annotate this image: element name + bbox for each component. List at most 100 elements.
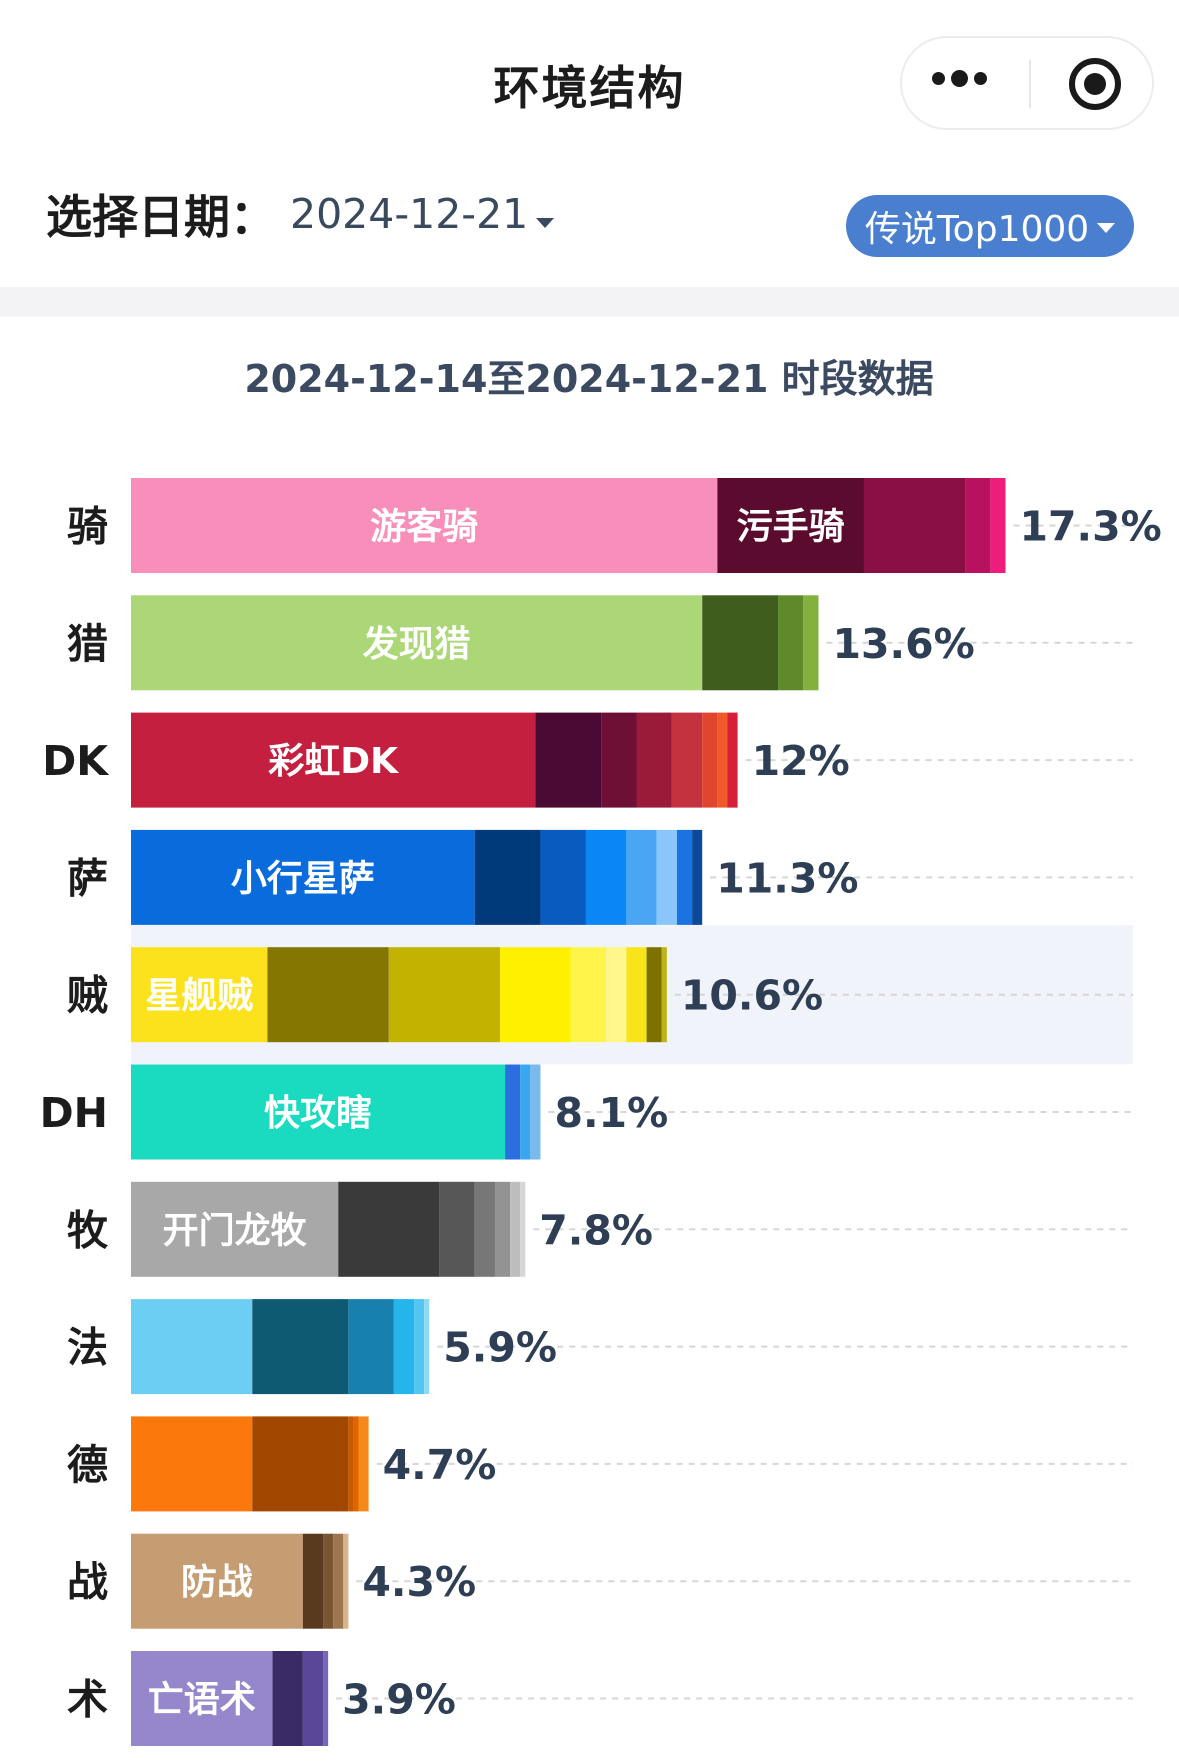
segment-label: 游客骑: [370, 507, 478, 548]
bar-segment[interactable]: [570, 947, 607, 1043]
category-label: DK: [42, 737, 110, 785]
segment-label: 星舰贼: [145, 976, 253, 1017]
bar-segment[interactable]: [656, 829, 677, 925]
bar-segment[interactable]: [348, 1299, 394, 1395]
category-label: 骑: [67, 503, 108, 551]
bar-segment[interactable]: [474, 829, 541, 925]
more-icon[interactable]: [932, 70, 987, 87]
bar-segment[interactable]: [343, 1533, 349, 1629]
bar-segment[interactable]: [131, 478, 718, 573]
bar-segment[interactable]: [338, 1181, 440, 1277]
bar-segment[interactable]: [358, 1416, 369, 1512]
chart-title: 2024-12-14至2024-12-21 时段数据: [244, 357, 933, 401]
total-label: 10.6%: [681, 972, 823, 1020]
close-target-icon[interactable]: [1069, 58, 1121, 110]
bar-segment[interactable]: [626, 947, 647, 1043]
category-label: DH: [40, 1089, 108, 1137]
bar-segment[interactable]: [393, 1299, 415, 1395]
bar-segment[interactable]: [601, 712, 637, 808]
bar-segment[interactable]: [388, 947, 501, 1043]
total-label: 4.7%: [383, 1441, 497, 1489]
category-label: 牧: [67, 1206, 109, 1254]
bar-segment[interactable]: [661, 947, 667, 1043]
bar-segment[interactable]: [131, 1299, 253, 1395]
segment-label: 亡语术: [148, 1680, 256, 1721]
bar-segment[interactable]: [252, 1416, 349, 1512]
bar-segment[interactable]: [585, 829, 627, 925]
bar-segment[interactable]: [131, 595, 703, 691]
bar-segment[interactable]: [965, 478, 991, 573]
bar-segment[interactable]: [333, 1533, 344, 1629]
rank-dropdown-button[interactable]: 传说Top1000: [846, 195, 1134, 257]
total-label: 12%: [752, 737, 850, 785]
bar-segment[interactable]: [414, 1299, 425, 1395]
bar-segment[interactable]: [131, 1181, 339, 1277]
segment-label: 彩虹DK: [268, 741, 399, 782]
bar-segment[interactable]: [803, 595, 819, 691]
bar-segment[interactable]: [778, 595, 804, 691]
bar-segment[interactable]: [990, 478, 1006, 573]
capsule-menu: [900, 36, 1154, 130]
category-label: 术: [67, 1676, 108, 1724]
bar-segment[interactable]: [535, 712, 602, 808]
bar-segment[interactable]: [439, 1181, 475, 1277]
bar-segment[interactable]: [500, 947, 571, 1043]
bar-segment[interactable]: [424, 1299, 430, 1395]
bar-segment[interactable]: [323, 1651, 329, 1746]
bar-segment[interactable]: [606, 947, 627, 1043]
bar-segment[interactable]: [702, 595, 779, 691]
bar-segment[interactable]: [727, 712, 738, 808]
total-label: 7.8%: [539, 1206, 653, 1254]
category-label: 猎: [67, 620, 108, 668]
bar-segment[interactable]: [530, 1064, 541, 1160]
bar-segment[interactable]: [302, 1533, 324, 1629]
date-value: 2024-12-21: [290, 190, 529, 238]
segment-label: 开门龙牧: [163, 1210, 308, 1251]
bar-segment[interactable]: [353, 1416, 359, 1512]
category-label: 德: [67, 1441, 108, 1489]
bar-segment[interactable]: [626, 829, 657, 925]
date-picker[interactable]: 2024-12-21: [290, 190, 555, 238]
segment-label: 防战: [181, 1562, 253, 1603]
bar-segment[interactable]: [510, 1181, 521, 1277]
segment-label: 快攻瞎: [264, 1093, 372, 1134]
bar-segment[interactable]: [131, 1416, 253, 1512]
bar-segment[interactable]: [131, 712, 536, 808]
bar-segment[interactable]: [494, 1181, 511, 1277]
bar-segment[interactable]: [348, 1416, 354, 1512]
caret-down-icon: [536, 218, 555, 228]
bar-segment[interactable]: [520, 1181, 526, 1277]
bar-segment[interactable]: [540, 829, 586, 925]
bar-segment[interactable]: [323, 1533, 334, 1629]
bar-segment[interactable]: [702, 712, 718, 808]
bar-segment[interactable]: [520, 1064, 531, 1160]
bar-segment[interactable]: [267, 947, 389, 1043]
bar-segment[interactable]: [131, 1651, 273, 1746]
bar-segment[interactable]: [636, 712, 672, 808]
bar-segment[interactable]: [717, 712, 728, 808]
bar-segment[interactable]: [505, 1064, 521, 1160]
bar-segment[interactable]: [692, 829, 703, 925]
total-label: 17.3%: [1020, 503, 1162, 551]
bar-segment[interactable]: [474, 1181, 495, 1277]
segment-label: 小行星萨: [231, 858, 375, 899]
bar-segment[interactable]: [646, 947, 662, 1043]
bar-segment[interactable]: [131, 1533, 303, 1629]
bar-segment[interactable]: [131, 829, 475, 925]
date-filter-row: 选择日期： 2024-12-21: [46, 184, 555, 244]
bar-segment[interactable]: [863, 478, 966, 573]
bar-segment[interactable]: [131, 1064, 506, 1160]
bar-segment[interactable]: [302, 1651, 324, 1746]
bar-segment[interactable]: [252, 1299, 349, 1395]
bar-segment[interactable]: [717, 478, 864, 573]
bar-segment[interactable]: [676, 829, 693, 925]
caret-down-icon: [1097, 223, 1116, 233]
total-label: 11.3%: [716, 854, 858, 902]
nav-title: 环境结构: [493, 61, 686, 115]
bar-segment[interactable]: [272, 1651, 303, 1746]
category-label: 萨: [67, 854, 108, 902]
category-label: 法: [67, 1324, 108, 1372]
bar-segment[interactable]: [131, 947, 268, 1043]
bar-segment[interactable]: [671, 712, 703, 808]
